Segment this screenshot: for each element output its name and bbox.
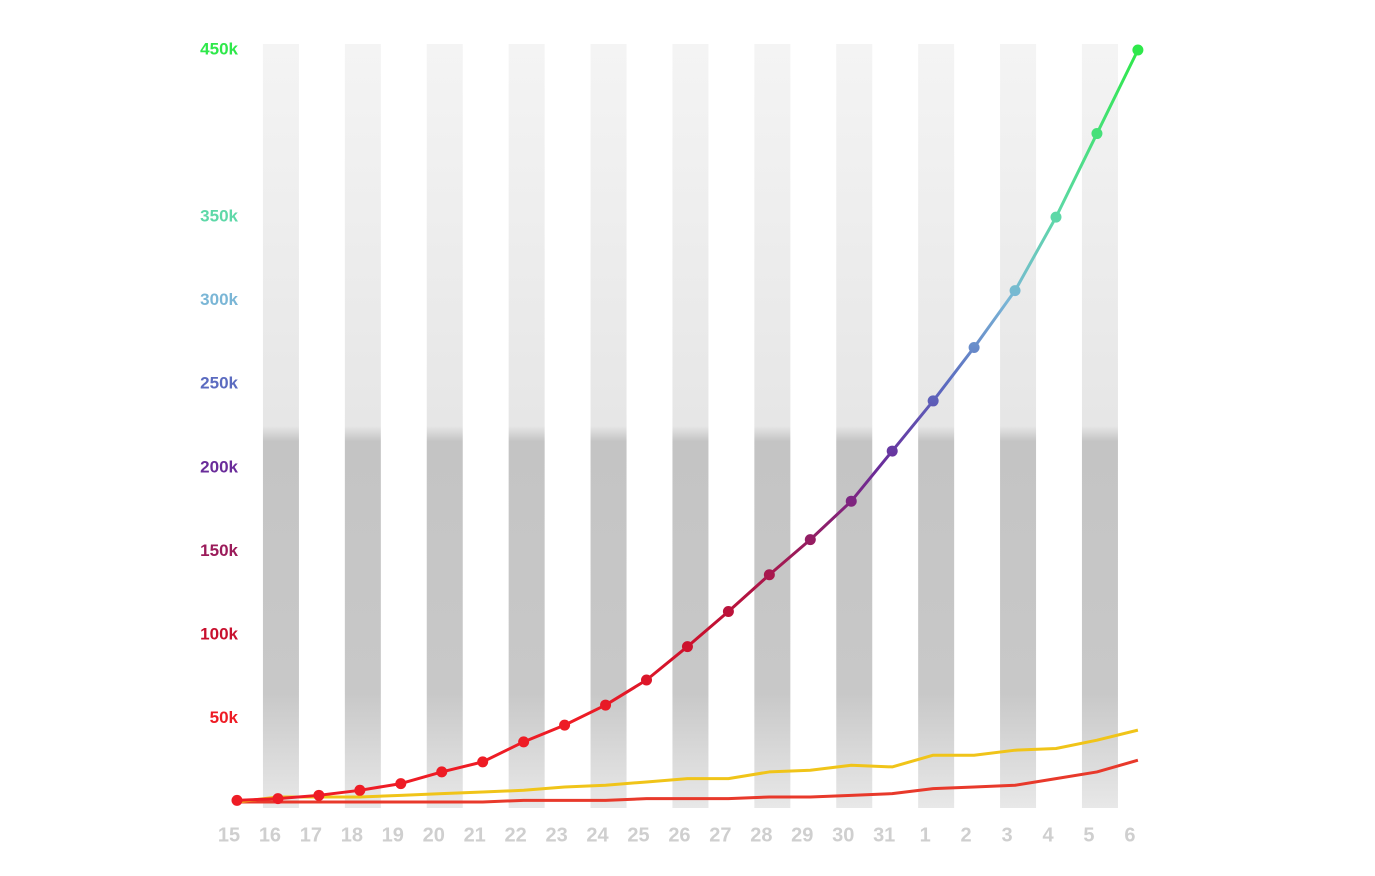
y-tick-label: 100k	[200, 624, 238, 643]
data-point	[600, 699, 612, 711]
stripe	[1000, 44, 1037, 808]
data-point	[886, 445, 898, 457]
stripe	[426, 44, 463, 808]
series-line	[236, 728, 1139, 804]
data-point	[763, 569, 775, 581]
data-point	[1009, 285, 1021, 297]
stripe	[672, 44, 709, 808]
data-point	[518, 736, 530, 748]
data-point	[395, 778, 407, 790]
data-point	[1050, 211, 1062, 223]
stripe	[262, 44, 299, 808]
data-point	[272, 793, 284, 805]
x-tick-label: 25	[627, 824, 649, 846]
x-tick-label: 15	[218, 824, 240, 846]
stripe	[508, 44, 545, 808]
y-tick-label: 350k	[200, 207, 238, 226]
data-point	[722, 605, 734, 617]
x-tick-label: 18	[341, 824, 363, 846]
x-tick-label: 19	[382, 824, 404, 846]
x-tick-label: 16	[259, 824, 281, 846]
x-tick-label: 20	[423, 824, 445, 846]
data-point	[968, 341, 980, 353]
x-tick-label: 23	[545, 824, 567, 846]
y-tick-label: 250k	[200, 374, 238, 393]
stripe	[344, 44, 381, 808]
x-tick-label: 24	[586, 824, 609, 846]
x-tick-label: 2	[961, 824, 972, 846]
y-tick-label: 200k	[200, 457, 238, 476]
stripe	[590, 44, 627, 808]
series-line	[237, 758, 1139, 804]
data-point	[313, 789, 325, 801]
x-tick-label: 5	[1083, 824, 1094, 846]
data-point	[477, 756, 489, 768]
stripe	[836, 44, 873, 808]
x-tick-label: 6	[1124, 824, 1135, 846]
y-tick-label: 300k	[200, 290, 238, 309]
x-tick-label: 27	[709, 824, 731, 846]
x-tick-label: 21	[464, 824, 486, 846]
data-point	[1091, 128, 1103, 140]
y-tick-label: 450k	[200, 39, 238, 58]
x-tick-label: 1	[920, 824, 931, 846]
y-tick-label: 50k	[210, 708, 239, 727]
stripe	[918, 44, 955, 808]
data-point	[845, 495, 857, 507]
x-tick-label: 17	[300, 824, 322, 846]
x-tick-label: 3	[1001, 824, 1012, 846]
data-point	[1132, 44, 1144, 56]
background-stripes	[262, 44, 1118, 808]
x-tick-label: 30	[832, 824, 854, 846]
data-point	[436, 766, 448, 778]
stripe	[754, 44, 791, 808]
x-tick-label: 4	[1042, 824, 1054, 846]
data-point	[559, 719, 571, 731]
x-tick-label: 29	[791, 824, 813, 846]
x-tick-label: 28	[750, 824, 772, 846]
data-point	[354, 784, 366, 796]
x-tick-label: 26	[668, 824, 690, 846]
stripe	[1081, 44, 1118, 808]
x-tick-label: 31	[873, 824, 895, 846]
x-tick-label: 22	[505, 824, 527, 846]
data-point	[804, 534, 816, 546]
data-point	[641, 674, 652, 686]
y-tick-label: 150k	[200, 541, 238, 560]
data-point	[681, 641, 693, 653]
data-point	[927, 395, 939, 407]
data-point	[231, 794, 243, 806]
